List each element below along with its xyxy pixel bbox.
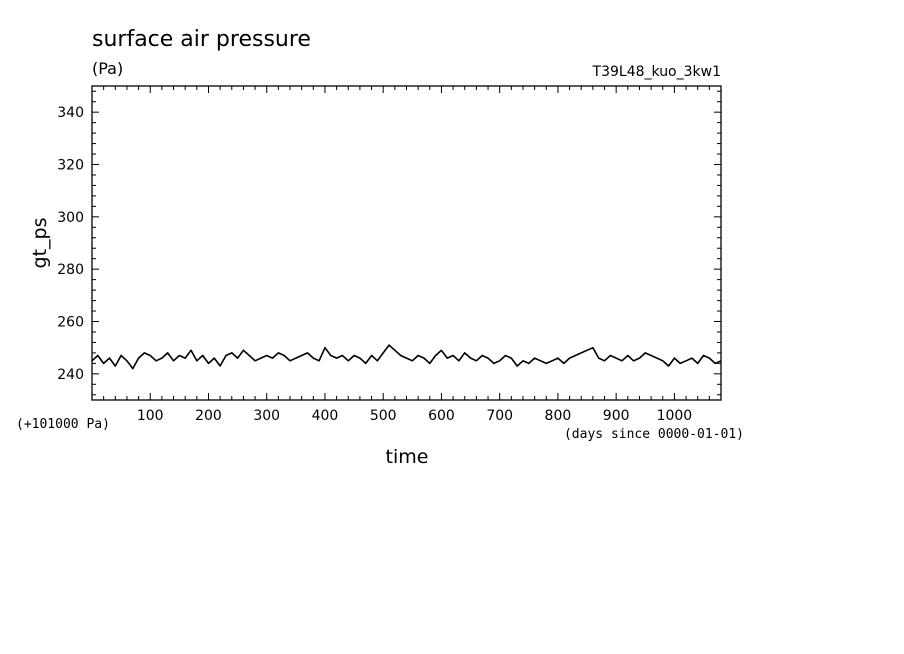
x-tick-label: 300 <box>253 408 280 424</box>
x-tick-label: 500 <box>370 408 397 424</box>
y-tick-labels: 240 260 280 300 320 340 <box>57 105 84 383</box>
y-axis-label: gt_ps <box>29 218 51 269</box>
chart-title: surface air pressure <box>92 27 311 52</box>
y-tick-label: 320 <box>57 158 84 174</box>
x-tick-label: 200 <box>195 408 222 424</box>
y-tick-label: 260 <box>57 315 84 331</box>
x-tick-labels: 100 200 300 400 500 600 700 800 900 1000 <box>137 408 692 424</box>
y-tick-label: 280 <box>57 262 84 278</box>
x-unit-note: (days since 0000-01-01) <box>564 427 744 442</box>
run-label: T39L48_kuo_3kw1 <box>592 64 721 80</box>
y-tick-label: 240 <box>57 367 84 383</box>
x-tick-label: 400 <box>312 408 339 424</box>
chart-units: (Pa) <box>92 59 123 78</box>
plot-frame <box>91 85 722 401</box>
y-offset-note: (+101000 Pa) <box>16 417 110 432</box>
x-tick-label: 900 <box>603 408 630 424</box>
y-tick-label: 340 <box>57 105 84 121</box>
y-tick-label: 300 <box>57 210 84 226</box>
x-tick-label: 800 <box>545 408 572 424</box>
x-tick-label: 1000 <box>657 408 693 424</box>
x-tick-label: 700 <box>486 408 513 424</box>
x-tick-label: 100 <box>137 408 164 424</box>
series-line <box>91 344 722 370</box>
axis-ticks <box>92 86 721 400</box>
x-tick-label: 600 <box>428 408 455 424</box>
x-axis-label: time <box>386 446 429 468</box>
